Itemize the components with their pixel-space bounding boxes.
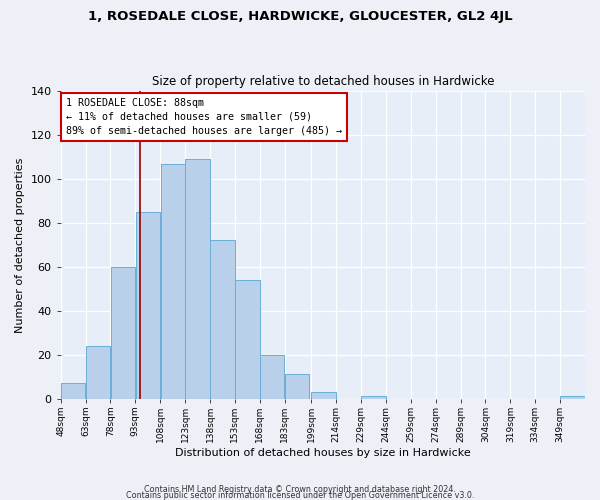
- Bar: [161, 164, 185, 398]
- Bar: [210, 240, 235, 398]
- Bar: [560, 396, 585, 398]
- Y-axis label: Number of detached properties: Number of detached properties: [15, 157, 25, 332]
- Bar: [285, 374, 310, 398]
- Bar: [86, 346, 110, 399]
- Text: Contains HM Land Registry data © Crown copyright and database right 2024.: Contains HM Land Registry data © Crown c…: [144, 485, 456, 494]
- Text: 1, ROSEDALE CLOSE, HARDWICKE, GLOUCESTER, GL2 4JL: 1, ROSEDALE CLOSE, HARDWICKE, GLOUCESTER…: [88, 10, 512, 23]
- X-axis label: Distribution of detached houses by size in Hardwicke: Distribution of detached houses by size …: [175, 448, 471, 458]
- Bar: [111, 267, 135, 398]
- Text: Contains public sector information licensed under the Open Government Licence v3: Contains public sector information licen…: [126, 490, 474, 500]
- Bar: [235, 280, 260, 398]
- Bar: [61, 383, 85, 398]
- Bar: [361, 396, 386, 398]
- Text: 1 ROSEDALE CLOSE: 88sqm
← 11% of detached houses are smaller (59)
89% of semi-de: 1 ROSEDALE CLOSE: 88sqm ← 11% of detache…: [65, 98, 341, 136]
- Bar: [311, 392, 336, 398]
- Bar: [136, 212, 160, 398]
- Bar: [260, 354, 284, 399]
- Title: Size of property relative to detached houses in Hardwicke: Size of property relative to detached ho…: [152, 76, 494, 88]
- Bar: [185, 159, 210, 398]
